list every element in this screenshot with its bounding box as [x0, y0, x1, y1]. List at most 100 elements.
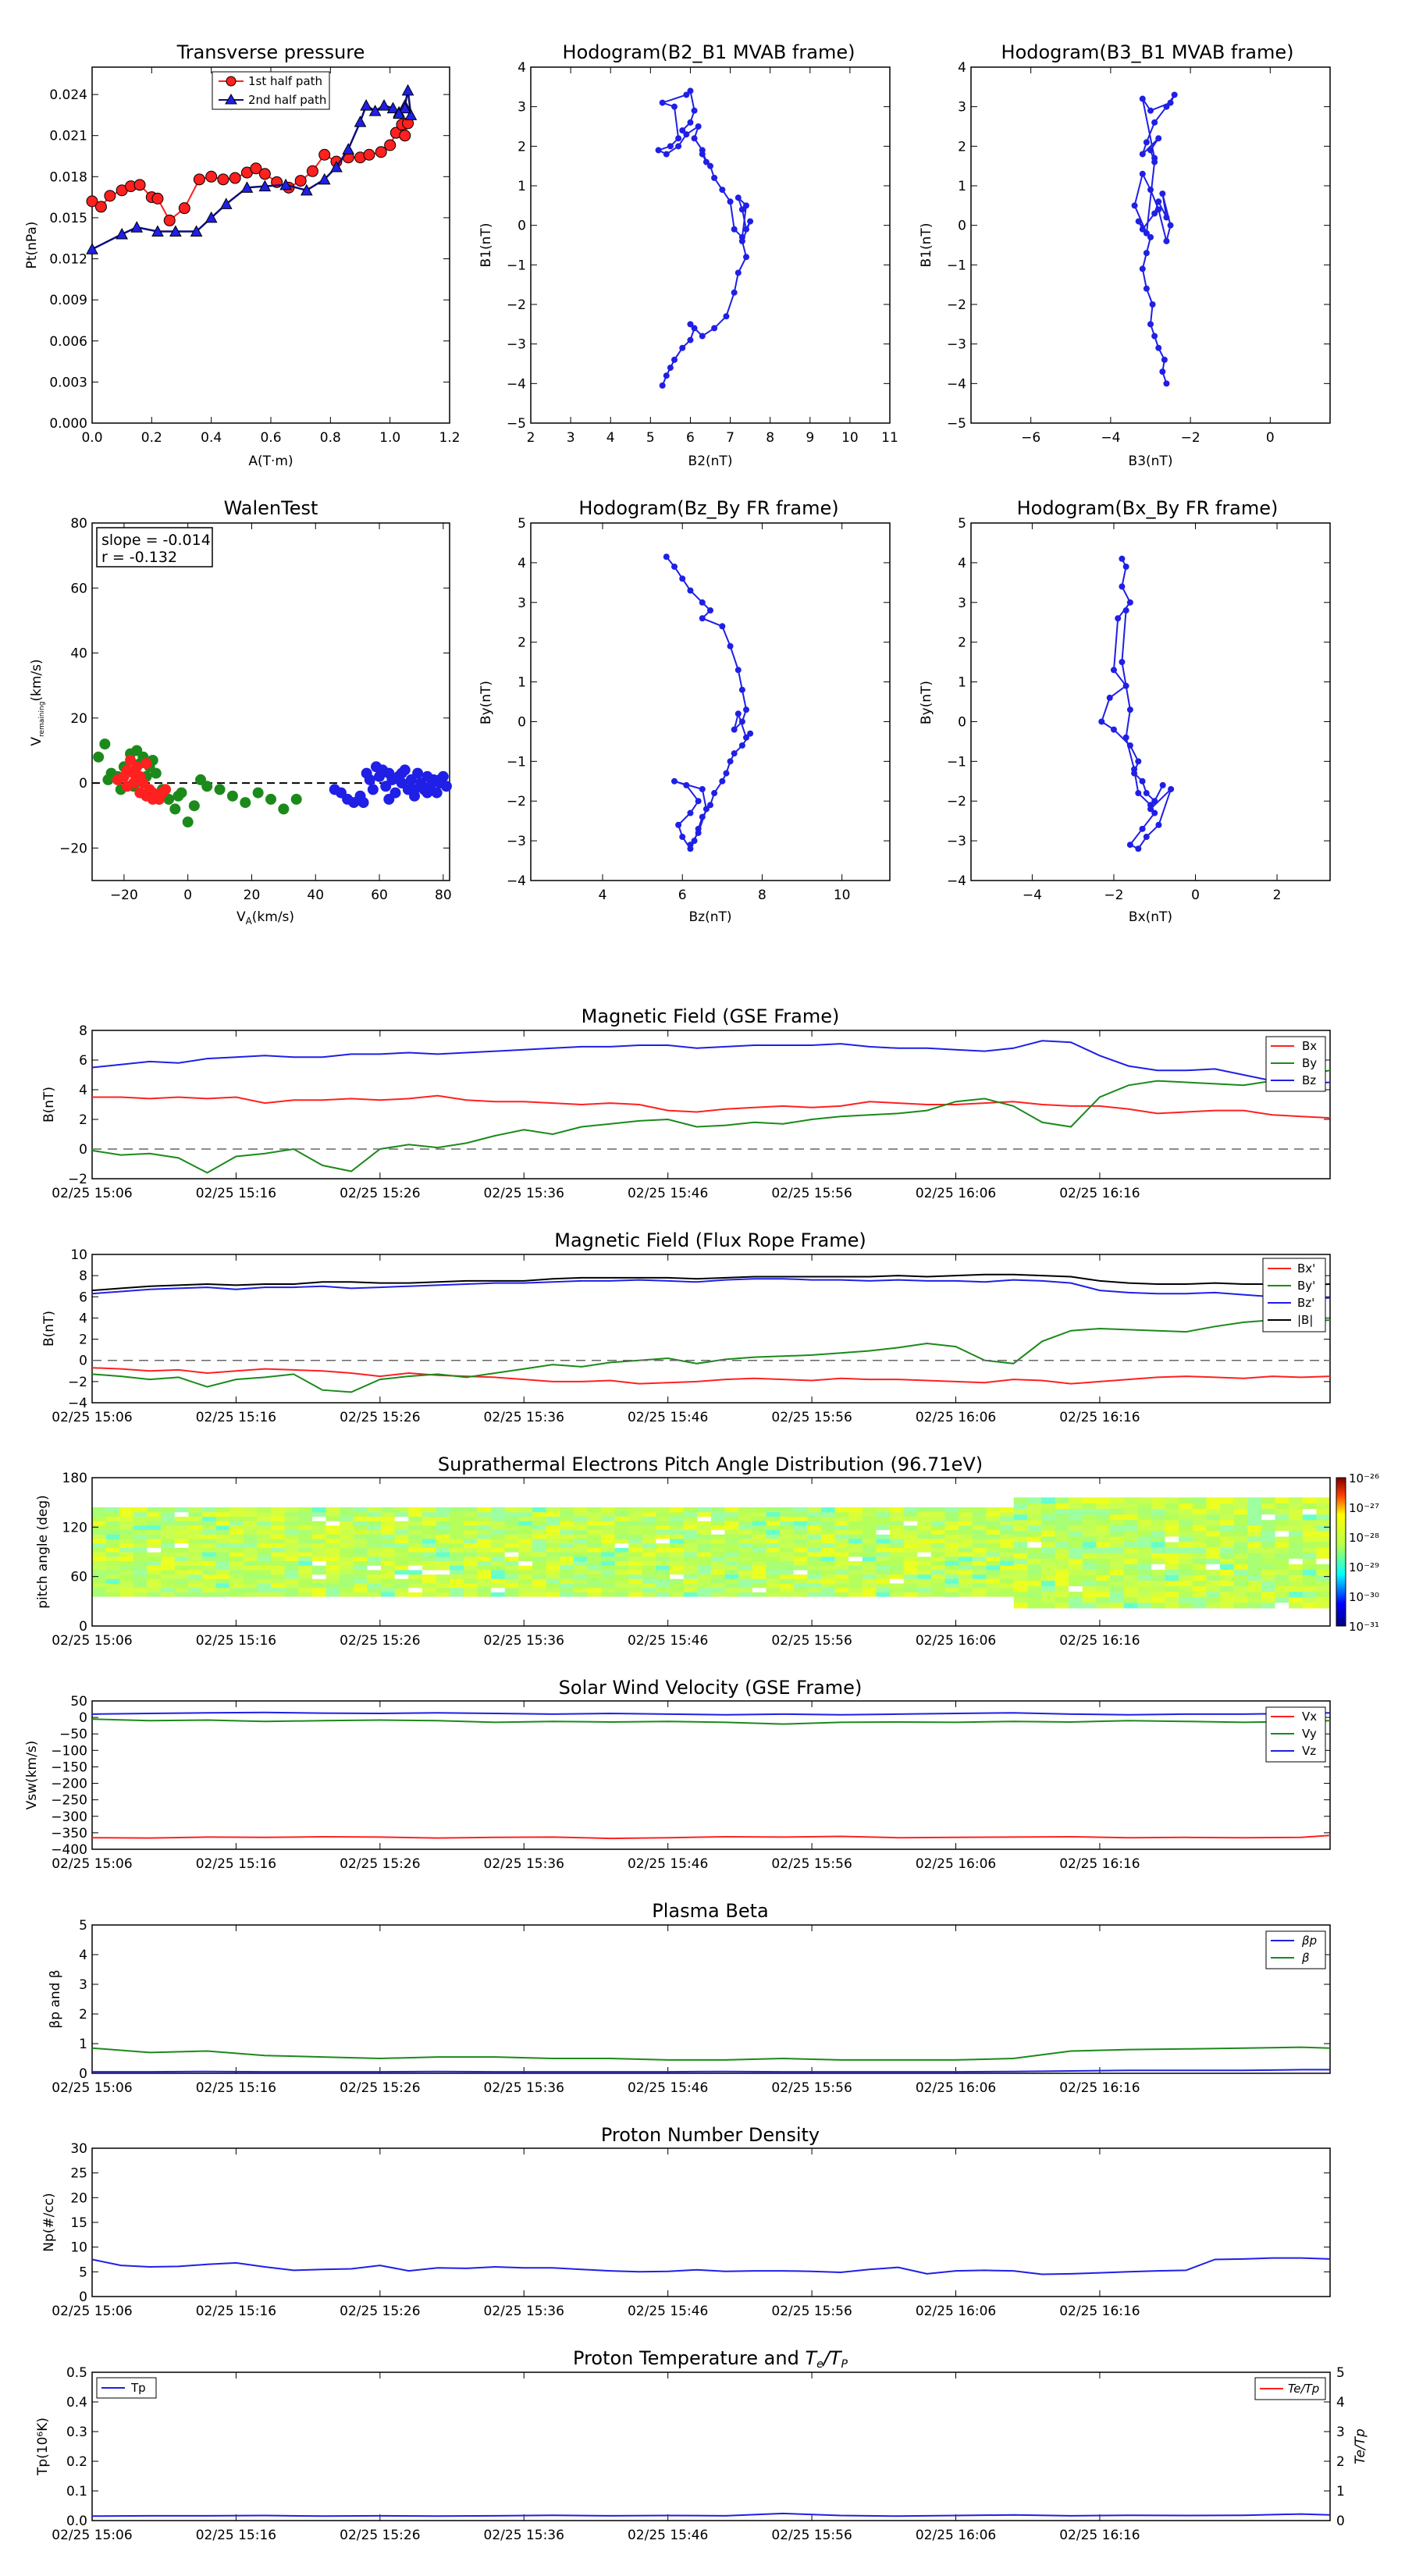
heatmap-cell [628, 1592, 643, 1597]
heatmap-cell [1247, 1558, 1262, 1564]
heatmap-cell [367, 1592, 382, 1597]
heatmap-cell [105, 1521, 120, 1526]
heatmap-cell [1082, 1580, 1097, 1587]
y-tick-label: 0 [79, 776, 87, 792]
heatmap-cell [1013, 1547, 1028, 1553]
panel-title: Transverse pressure [176, 41, 365, 63]
heatmap-cell [1040, 1569, 1056, 1575]
heatmap-cell [353, 1565, 368, 1571]
heatmap-cell [972, 1511, 987, 1517]
heatmap-cell [491, 1560, 506, 1566]
hodogram-point [663, 372, 670, 379]
heatmap-cell [105, 1525, 120, 1531]
heatmap-cell [491, 1565, 506, 1571]
heatmap-cell [381, 1556, 396, 1561]
heatmap-cell [1123, 1580, 1138, 1587]
heatmap-cell [1096, 1519, 1111, 1526]
heatmap-cell [1069, 1519, 1083, 1526]
heatmap-cell [394, 1507, 409, 1513]
heatmap-cell [697, 1565, 712, 1571]
heatmap-cell [1233, 1602, 1248, 1609]
heatmap-cell [243, 1521, 258, 1526]
series-lines [91, 1040, 1331, 1174]
y-tick-label: 3 [518, 596, 526, 611]
heatmap-cell [959, 1565, 973, 1571]
hodogram-point [663, 151, 670, 158]
y-tick-label: 2 [518, 635, 526, 651]
hodogram-point [1122, 734, 1129, 741]
heatmap-cell [105, 1574, 120, 1579]
x-tick-label: 2 [1273, 888, 1282, 903]
heatmap-cell [1247, 1514, 1262, 1521]
heatmap-cell [848, 1578, 863, 1584]
heatmap-cell [463, 1507, 478, 1513]
series-line-2 [91, 1278, 1331, 1300]
hodogram-point [1147, 147, 1154, 154]
time-tick-label: 02/25 15:16 [196, 2528, 276, 2543]
heatmap-cell [381, 1511, 396, 1517]
heatmap-cell [972, 1547, 987, 1553]
heatmap-cell [821, 1592, 836, 1597]
heatmap-cell [944, 1565, 959, 1571]
point-2nd-half [130, 221, 144, 233]
heatmap-cell [848, 1552, 863, 1557]
heatmap-cell [284, 1587, 299, 1592]
heatmap-cell [1206, 1591, 1221, 1598]
heatmap-cell [215, 1552, 230, 1557]
heatmap-cell [436, 1592, 450, 1597]
heatmap-cell [890, 1529, 905, 1535]
stats-box: slope = -0.014 r = -0.132 [96, 527, 213, 568]
heatmap-cell [422, 1525, 437, 1531]
heatmap-cell [876, 1516, 891, 1521]
heatmap-cell [986, 1578, 1001, 1584]
heatmap-cell [724, 1507, 739, 1513]
heatmap-cell [450, 1516, 464, 1521]
heatmap-cell [903, 1511, 918, 1517]
heatmap-cell [670, 1587, 685, 1592]
heatmap-cell [1220, 1558, 1235, 1564]
heatmap-cell [491, 1511, 506, 1517]
hodogram-point [1147, 233, 1154, 240]
heatmap-cell [711, 1529, 726, 1535]
heatmap-cell [697, 1556, 712, 1561]
heatmap-cell [188, 1569, 203, 1575]
y-tick-label: 3 [958, 100, 966, 116]
heatmap-cell [821, 1565, 836, 1571]
heatmap-cell [408, 1552, 423, 1557]
heatmap-cell [876, 1587, 891, 1592]
heatmap-cell [959, 1552, 973, 1557]
heatmap-cell [614, 1521, 629, 1526]
heatmap-cell [491, 1507, 506, 1513]
heatmap-cell [944, 1542, 959, 1548]
heatmap-cell [408, 1516, 423, 1521]
heatmap-cell [133, 1516, 148, 1521]
heatmap-cell [931, 1534, 946, 1539]
heatmap-cell [903, 1521, 918, 1526]
walen-point-blue [364, 774, 375, 785]
heatmap-cell [834, 1547, 849, 1553]
heatmap-cell [174, 1525, 189, 1531]
legend-label-byp: By' [1297, 1279, 1315, 1293]
heatmap-cell [766, 1547, 781, 1553]
heatmap-cell [628, 1582, 643, 1589]
heatmap-cell [105, 1538, 120, 1544]
heatmap-cell [546, 1565, 560, 1571]
heatmap-cell [959, 1538, 973, 1544]
heatmap-cell [367, 1538, 382, 1544]
heatmap-cell [229, 1574, 244, 1579]
hodogram-point [1098, 718, 1105, 725]
time-tick-label: 02/25 16:06 [916, 1633, 996, 1649]
heatmap-cell [972, 1507, 987, 1513]
heatmap-cell [683, 1552, 698, 1557]
heatmap-cell [1261, 1553, 1276, 1559]
heatmap-cell [215, 1592, 230, 1597]
y-axis-label: Vsw(km/s) [24, 1741, 40, 1810]
heatmap-cell [1151, 1591, 1166, 1598]
heatmap-cell [312, 1521, 327, 1526]
heatmap-cell [807, 1547, 822, 1553]
panel-title: Solar Wind Velocity (GSE Frame) [559, 1677, 863, 1699]
heatmap-cell [202, 1507, 217, 1513]
heatmap-cell [752, 1569, 767, 1575]
heatmap-cell [1316, 1535, 1331, 1542]
